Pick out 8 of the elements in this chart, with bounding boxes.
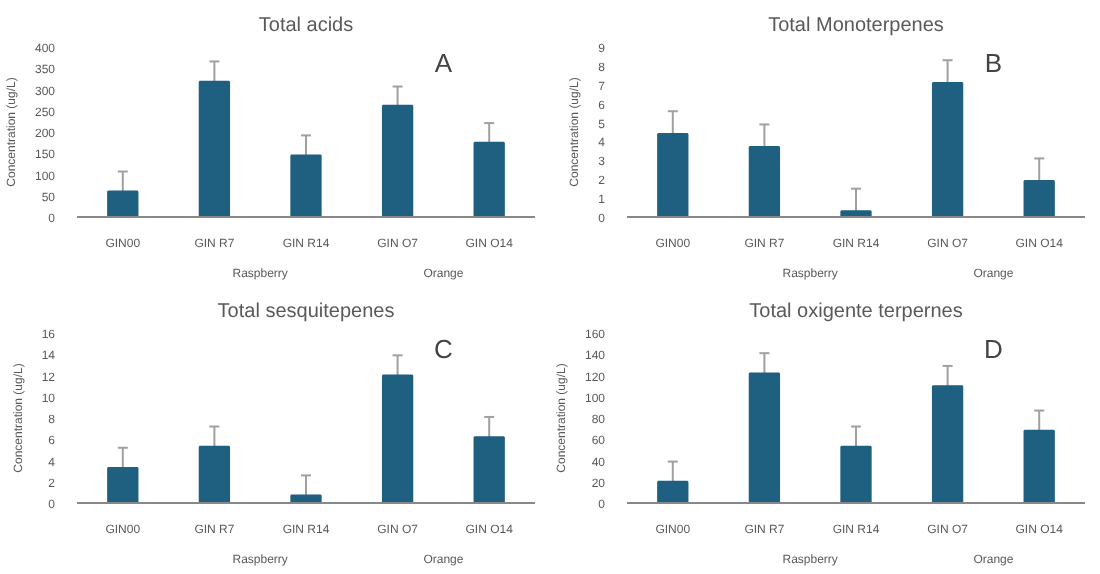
- annotation: B: [984, 47, 1003, 78]
- annotation: A: [434, 47, 453, 78]
- chart-title: Total oxigente terpernes: [749, 301, 963, 323]
- annotation: C: [434, 333, 453, 364]
- chart-title: Total Monoterpenes: [768, 15, 944, 37]
- chart-title: Total sesquitepenes: [217, 301, 395, 323]
- chart-title: Total acids: [258, 15, 354, 37]
- annotation: D: [984, 333, 1003, 364]
